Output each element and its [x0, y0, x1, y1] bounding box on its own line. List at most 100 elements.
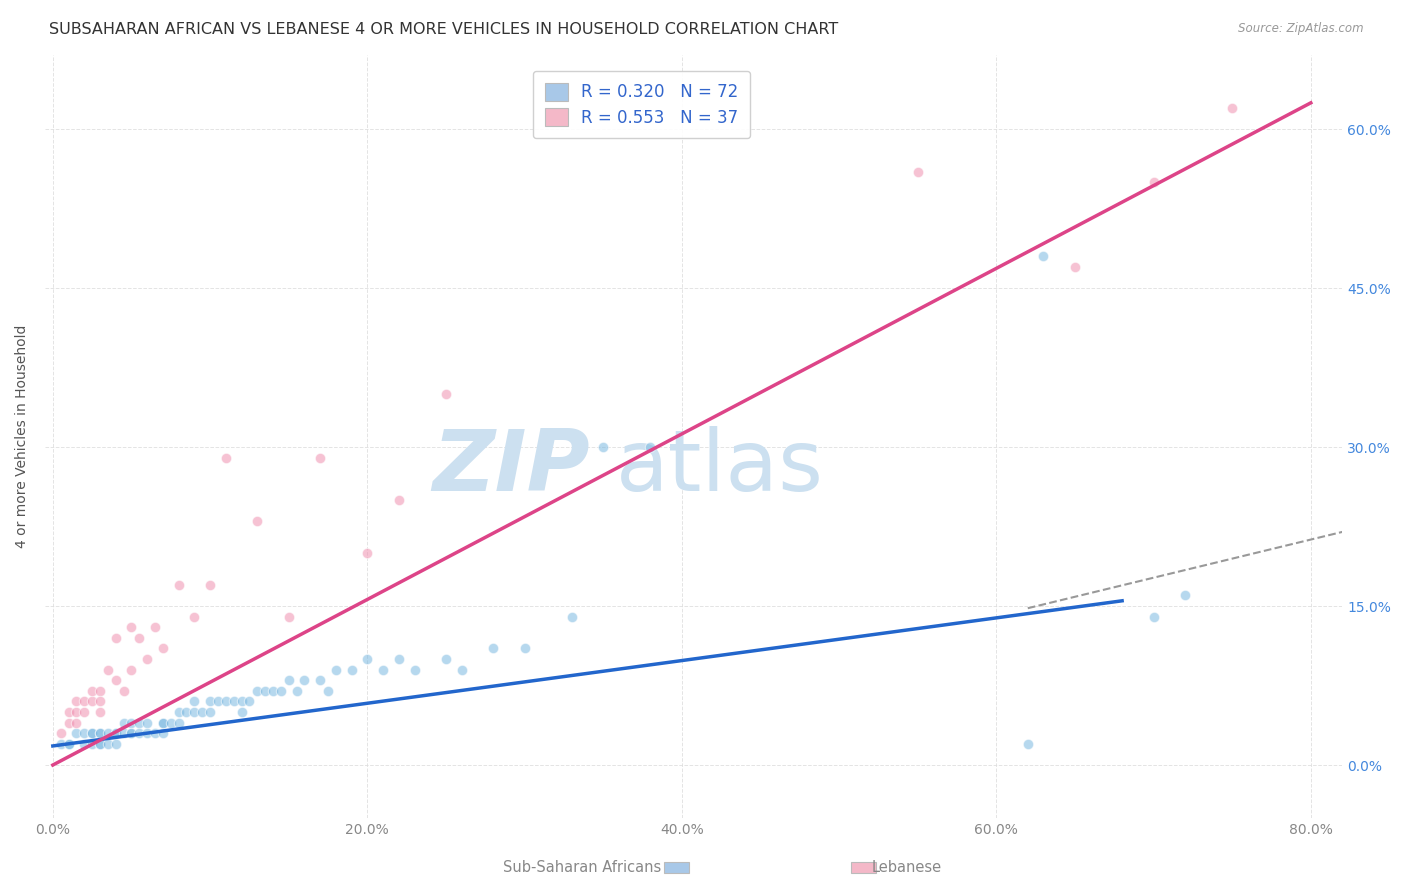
Point [1174, 589, 1197, 603]
Text: Sub-Saharan Africans: Sub-Saharan Africans [502, 860, 661, 874]
Point [89, 726, 111, 740]
Point [89, 694, 111, 708]
Point [73, 737, 96, 751]
Point [388, 493, 411, 508]
Point [152, 726, 174, 740]
Point [640, 440, 662, 454]
Point [1032, 249, 1054, 263]
Point [120, 726, 142, 740]
Point [112, 715, 135, 730]
Point [167, 705, 190, 719]
Point [167, 578, 190, 592]
Point [143, 726, 166, 740]
Point [309, 450, 332, 465]
FancyBboxPatch shape [664, 862, 689, 873]
Point [404, 663, 426, 677]
Point [120, 663, 142, 677]
Point [198, 705, 221, 719]
Point [231, 694, 253, 708]
Point [159, 715, 181, 730]
Point [285, 684, 308, 698]
Point [128, 631, 150, 645]
Point [434, 652, 457, 666]
Point [561, 609, 583, 624]
Point [97, 663, 120, 677]
Point [215, 694, 238, 708]
Point [128, 715, 150, 730]
Point [1142, 609, 1164, 624]
Point [49, 737, 72, 751]
Point [82, 737, 104, 751]
Point [89, 684, 111, 698]
Point [183, 609, 205, 624]
Point [356, 546, 378, 560]
Point [120, 620, 142, 634]
Point [89, 737, 111, 751]
Text: atlas: atlas [616, 425, 824, 508]
Point [231, 705, 253, 719]
Point [356, 652, 378, 666]
Point [58, 737, 80, 751]
Point [907, 164, 929, 178]
Point [246, 684, 269, 698]
Point [65, 715, 87, 730]
Point [152, 715, 174, 730]
Point [152, 715, 174, 730]
Point [183, 694, 205, 708]
Point [73, 705, 96, 719]
Legend: R = 0.320   N = 72, R = 0.553   N = 37: R = 0.320 N = 72, R = 0.553 N = 37 [533, 71, 751, 138]
Point [97, 737, 120, 751]
Point [136, 652, 159, 666]
Point [434, 387, 457, 401]
Point [294, 673, 316, 688]
Point [104, 726, 127, 740]
Point [112, 726, 135, 740]
Point [254, 684, 277, 698]
Point [513, 641, 536, 656]
Point [120, 715, 142, 730]
Point [222, 694, 245, 708]
Point [1142, 175, 1164, 189]
Point [89, 737, 111, 751]
Point [316, 684, 339, 698]
Point [104, 673, 127, 688]
Text: Source: ZipAtlas.com: Source: ZipAtlas.com [1239, 22, 1364, 36]
Point [167, 715, 190, 730]
Point [49, 726, 72, 740]
Y-axis label: 4 or more Vehicles in Household: 4 or more Vehicles in Household [15, 325, 30, 549]
Text: SUBSAHARAN AFRICAN VS LEBANESE 4 OR MORE VEHICLES IN HOUSEHOLD CORRELATION CHART: SUBSAHARAN AFRICAN VS LEBANESE 4 OR MORE… [49, 22, 838, 37]
Point [246, 514, 269, 528]
Point [82, 694, 104, 708]
Point [65, 705, 87, 719]
Point [238, 694, 260, 708]
Point [388, 652, 411, 666]
Point [89, 726, 111, 740]
Point [82, 726, 104, 740]
Point [325, 663, 347, 677]
Point [65, 694, 87, 708]
Point [309, 673, 332, 688]
Point [152, 641, 174, 656]
Point [277, 673, 299, 688]
Point [136, 726, 159, 740]
Point [198, 578, 221, 592]
Point [277, 609, 299, 624]
Point [128, 726, 150, 740]
Point [191, 705, 214, 719]
Point [482, 641, 505, 656]
Point [215, 450, 238, 465]
Point [1064, 260, 1087, 274]
Point [143, 620, 166, 634]
Point [136, 715, 159, 730]
Point [112, 684, 135, 698]
Point [104, 737, 127, 751]
Point [82, 726, 104, 740]
Text: ZIP: ZIP [432, 425, 591, 508]
Point [89, 705, 111, 719]
Point [176, 705, 198, 719]
FancyBboxPatch shape [851, 862, 876, 873]
Point [104, 631, 127, 645]
Point [340, 663, 363, 677]
Point [198, 694, 221, 708]
Point [592, 440, 614, 454]
